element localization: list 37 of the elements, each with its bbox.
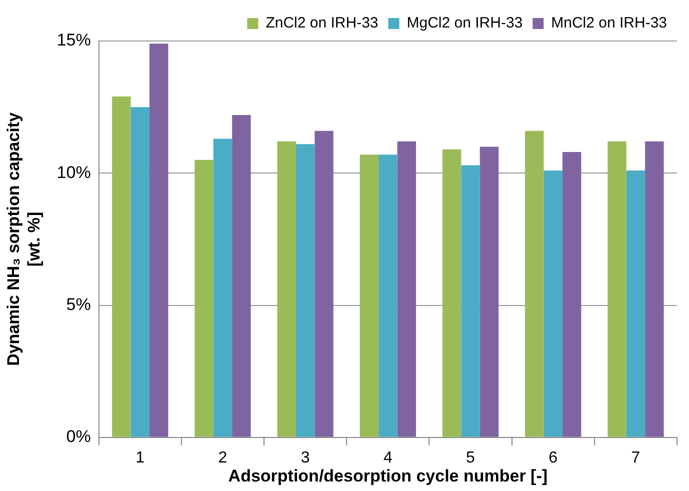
bar bbox=[442, 149, 462, 437]
x-tick-label: 5 bbox=[466, 449, 476, 466]
bar bbox=[397, 141, 416, 437]
y-tick-label: 5% bbox=[66, 294, 91, 314]
bar bbox=[112, 96, 131, 437]
bar bbox=[461, 165, 480, 437]
bar bbox=[130, 107, 150, 437]
x-tick-label: 6 bbox=[548, 449, 558, 466]
x-axis-title: Adsorption/desorption cycle number [-] bbox=[228, 466, 548, 486]
legend-label: ZnCl2 on IRH-33 bbox=[266, 14, 378, 32]
bar bbox=[194, 160, 214, 437]
y-tick-label: 15% bbox=[56, 30, 91, 50]
x-tick-label: 2 bbox=[218, 449, 228, 466]
x-tick-label: 1 bbox=[136, 449, 145, 466]
y-tick-label: 0% bbox=[66, 427, 91, 446]
y-axis-title: Dynamic NH₃ sorption capacity [wt. %] bbox=[4, 112, 44, 366]
y-tick-label: 10% bbox=[56, 162, 91, 182]
x-tick-label: 7 bbox=[631, 449, 640, 466]
bar bbox=[544, 170, 562, 437]
bar bbox=[645, 141, 664, 437]
bar bbox=[314, 130, 334, 437]
bar bbox=[626, 170, 646, 437]
bar bbox=[562, 152, 582, 437]
bar bbox=[149, 44, 168, 437]
bar bbox=[213, 138, 232, 437]
x-tick-label: 3 bbox=[300, 449, 310, 466]
bar bbox=[608, 141, 626, 437]
bar bbox=[480, 146, 499, 437]
legend-label: MgCl2 on IRH-33 bbox=[406, 14, 523, 32]
bar bbox=[360, 154, 379, 437]
bar bbox=[525, 130, 544, 437]
bar bbox=[296, 144, 315, 437]
x-tick-label: 4 bbox=[383, 449, 392, 466]
legend-label: MnCl2 on IRH-33 bbox=[551, 14, 668, 32]
bar bbox=[232, 114, 251, 437]
bar bbox=[277, 141, 296, 437]
bar bbox=[378, 154, 398, 437]
